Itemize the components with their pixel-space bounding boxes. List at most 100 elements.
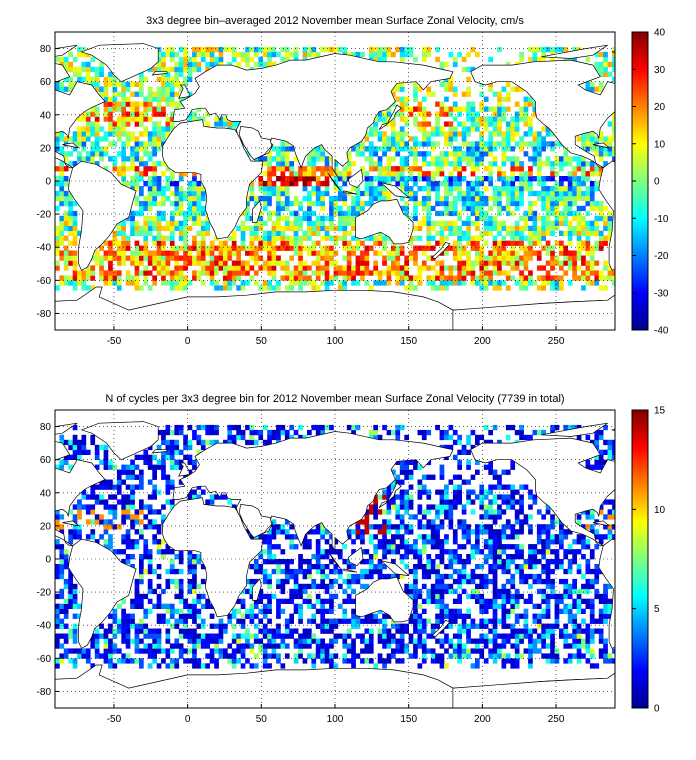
- bin-cell: [386, 275, 392, 281]
- bin-cell: [139, 186, 144, 192]
- bin-cell: [386, 658, 392, 664]
- bin-cell: [161, 131, 166, 137]
- bin-cell: [90, 285, 96, 291]
- bin-cell: [461, 195, 467, 202]
- bin-cell: [536, 240, 542, 246]
- bin-cell: [139, 121, 144, 127]
- bin-cell: [351, 270, 356, 276]
- bin-cell: [483, 658, 489, 664]
- bin-cell: [421, 205, 427, 212]
- bin-cell: [280, 171, 286, 177]
- bin-cell: [461, 151, 467, 157]
- bin-cell: [156, 101, 162, 107]
- bin-cell: [280, 643, 286, 649]
- bin-cell: [192, 643, 197, 649]
- bin-cell: [594, 275, 600, 281]
- bin-cell: [196, 195, 202, 202]
- bin-cell: [435, 161, 440, 167]
- bin-cell: [444, 489, 449, 495]
- bin-cell: [134, 176, 140, 182]
- bin-cell: [289, 598, 294, 604]
- x-tick-label: 50: [256, 336, 268, 347]
- bin-cell: [249, 648, 255, 654]
- bin-cell: [302, 434, 308, 441]
- bin-cell: [475, 598, 480, 604]
- bin-cell: [253, 534, 259, 540]
- bin-cell: [324, 648, 330, 654]
- bin-cell: [572, 166, 577, 172]
- bin-cell: [448, 524, 454, 530]
- bin-cell: [435, 588, 440, 595]
- bin-cell: [505, 260, 511, 266]
- bin-cell: [134, 81, 140, 87]
- x-tick-label: 0: [185, 336, 191, 347]
- bin-cell: [470, 623, 476, 629]
- bin-cell: [231, 439, 237, 446]
- bin-cell: [382, 136, 387, 142]
- bin-cell: [501, 161, 507, 167]
- bin-cell: [404, 628, 409, 634]
- bin-cell: [130, 499, 135, 505]
- bin-cell: [320, 658, 325, 664]
- bin-cell: [139, 131, 144, 137]
- bin-cell: [612, 66, 615, 73]
- bin-cell: [528, 121, 533, 127]
- bin-cell: [289, 633, 294, 639]
- bin-cell: [55, 265, 60, 271]
- bin-cell: [165, 270, 171, 276]
- bin-cell: [329, 638, 334, 644]
- bin-cell: [510, 190, 516, 197]
- bin-cell: [572, 230, 577, 236]
- bin-cell: [589, 171, 595, 177]
- bin-cell: [187, 633, 193, 639]
- bin-cell: [81, 126, 87, 132]
- bin-cell: [108, 663, 113, 669]
- bin-cell: [77, 439, 82, 446]
- bin-cell: [200, 489, 206, 495]
- bin-cell: [55, 464, 60, 470]
- bin-cell: [399, 46, 405, 53]
- bin-cell: [99, 66, 104, 73]
- bin-cell: [196, 66, 202, 73]
- bin-cell: [399, 245, 405, 251]
- bin-cell: [161, 275, 166, 281]
- bin-cell: [430, 568, 436, 575]
- bin-cell: [408, 593, 414, 600]
- bin-cell: [333, 633, 339, 639]
- bin-cell: [563, 205, 569, 212]
- bin-cell: [223, 275, 228, 281]
- bin-cell: [81, 131, 87, 137]
- bin-cell: [152, 638, 157, 644]
- bin-cell: [576, 235, 582, 241]
- bin-cell: [289, 559, 294, 565]
- bin-cell: [139, 628, 144, 634]
- bin-cell: [492, 220, 498, 226]
- bin-cell: [426, 86, 432, 92]
- bin-cell: [386, 106, 392, 112]
- bin-cell: [452, 220, 458, 226]
- bin-cell: [386, 250, 392, 256]
- bin-cell: [298, 176, 303, 182]
- bin-cell: [81, 653, 87, 659]
- bin-cell: [156, 51, 162, 58]
- bin-cell: [519, 270, 524, 276]
- bin-cell: [196, 250, 202, 256]
- bin-cell: [452, 56, 458, 63]
- bin-cell: [501, 235, 507, 241]
- bin-cell: [444, 220, 449, 226]
- bin-cell: [262, 573, 268, 580]
- bin-cell: [121, 176, 126, 182]
- bin-cell: [99, 444, 104, 451]
- bin-cell: [360, 638, 365, 644]
- bin-cell: [139, 623, 144, 629]
- bin-cell: [183, 260, 188, 266]
- bin-cell: [161, 126, 166, 132]
- bin-cell: [59, 146, 65, 152]
- bin-cell: [457, 230, 462, 236]
- bin-cell: [169, 499, 175, 505]
- bin-cell: [386, 195, 392, 202]
- bin-cell: [161, 96, 166, 102]
- bin-cell: [391, 171, 396, 177]
- bin-cell: [479, 270, 485, 276]
- bin-cell: [271, 230, 277, 236]
